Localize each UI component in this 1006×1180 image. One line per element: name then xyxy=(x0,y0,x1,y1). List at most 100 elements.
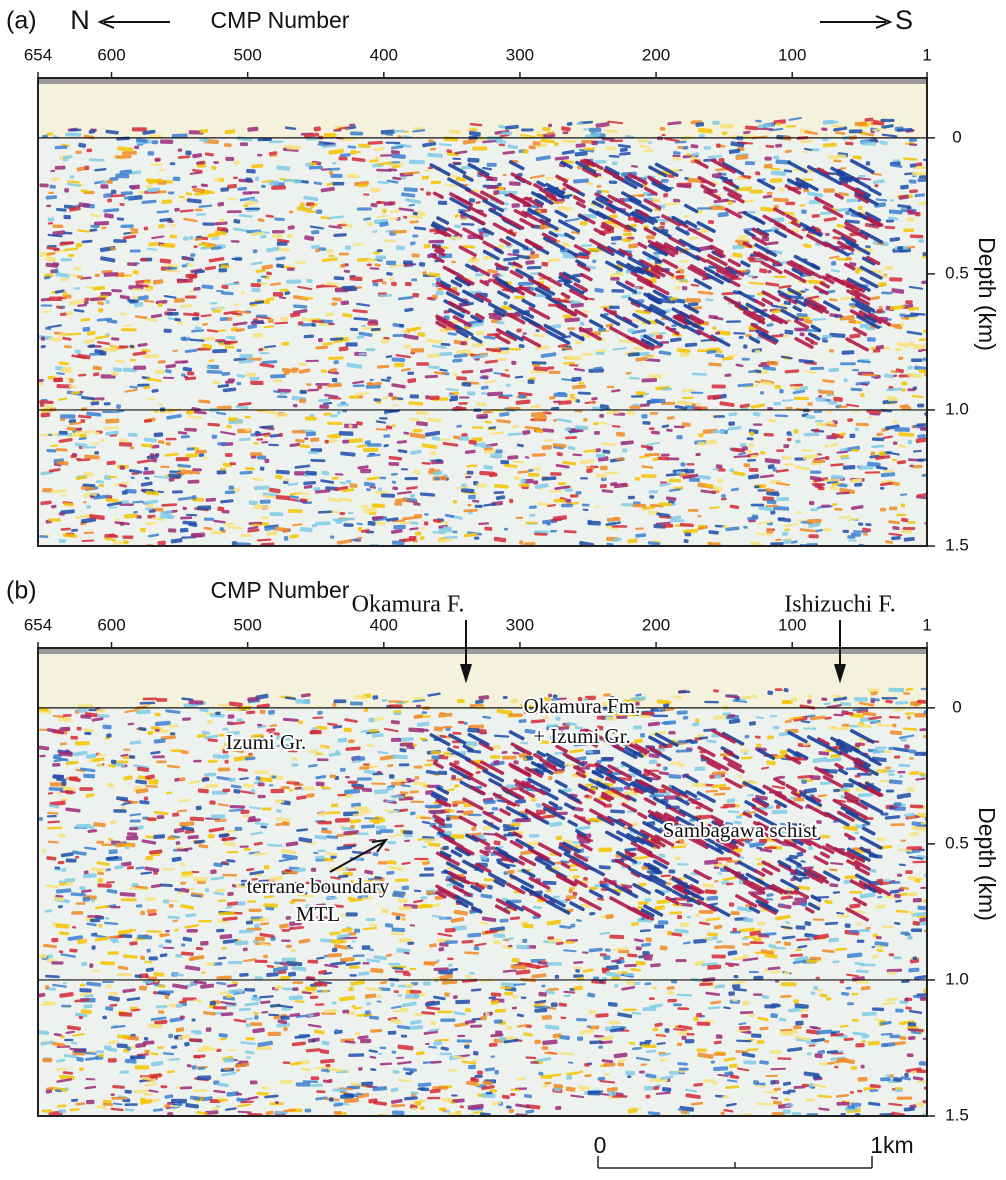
seismic-trace xyxy=(130,249,141,252)
seismic-trace xyxy=(682,422,691,427)
seismic-trace xyxy=(286,279,301,284)
seismic-trace xyxy=(82,327,90,332)
seismic-trace xyxy=(200,941,209,946)
seismic-trace xyxy=(424,521,428,525)
seismic-trace xyxy=(315,1003,325,1006)
seismic-trace xyxy=(247,900,256,902)
seismic-trace xyxy=(543,439,553,441)
seismic-trace xyxy=(257,154,262,157)
seismic-trace xyxy=(361,325,366,327)
seismic-trace xyxy=(49,185,56,189)
seismic-trace xyxy=(341,300,349,305)
seismic-trace xyxy=(452,359,462,363)
seismic-trace xyxy=(90,225,99,228)
seismic-trace xyxy=(547,988,559,991)
seismic-trace xyxy=(649,495,654,498)
seismic-trace xyxy=(171,224,175,227)
seismic-trace xyxy=(407,372,414,375)
seismic-trace xyxy=(661,454,670,457)
seismic-trace xyxy=(306,431,317,436)
seismic-trace xyxy=(865,471,881,474)
seismic-trace xyxy=(777,1057,791,1060)
seismic-trace xyxy=(854,483,862,487)
seismic-trace xyxy=(389,277,395,280)
seismic-trace xyxy=(635,477,641,481)
seismic-trace xyxy=(676,1070,686,1073)
seismic-trace xyxy=(405,282,412,286)
seismic-trace xyxy=(855,121,868,126)
seismic-trace xyxy=(490,755,500,758)
seismic-trace xyxy=(210,531,222,535)
seismic-trace xyxy=(686,298,701,303)
seismic-trace xyxy=(825,456,829,460)
seismic-trace xyxy=(876,433,883,436)
seismic-trace xyxy=(881,291,892,294)
seismic-trace xyxy=(309,166,323,170)
seismic-trace xyxy=(817,486,824,490)
seismic-trace xyxy=(833,160,841,163)
seismic-trace xyxy=(365,440,371,445)
seismic-trace xyxy=(119,345,129,348)
seismic-trace xyxy=(697,207,712,209)
seismic-trace xyxy=(717,479,723,483)
seismic-trace xyxy=(909,771,919,775)
seismic-trace xyxy=(38,379,44,382)
seismic-trace xyxy=(317,385,322,389)
seismic-trace xyxy=(358,353,366,356)
seismic-trace xyxy=(110,1093,115,1096)
seismic-trace xyxy=(380,154,392,157)
seismic-trace xyxy=(167,312,179,316)
seismic-trace xyxy=(787,438,792,441)
seismic-trace xyxy=(212,1106,218,1110)
seismic-trace xyxy=(576,1018,587,1021)
seismic-trace xyxy=(750,941,764,944)
seismic-trace xyxy=(160,515,175,519)
seismic-trace xyxy=(174,298,185,303)
seismic-trace xyxy=(299,399,306,404)
seismic-trace xyxy=(605,948,611,951)
seismic-trace xyxy=(810,508,818,511)
seismic-trace xyxy=(913,344,926,349)
seismic-trace xyxy=(319,404,329,408)
seismic-trace xyxy=(575,340,582,344)
seismic-trace xyxy=(633,725,642,729)
seismic-trace xyxy=(409,215,423,218)
seismic-trace xyxy=(696,403,701,406)
seismic-trace xyxy=(86,149,92,153)
seismic-trace xyxy=(331,510,339,513)
seismic-trace xyxy=(228,417,238,421)
seismic-trace xyxy=(48,518,61,522)
seismic-trace xyxy=(439,438,451,440)
seismic-trace xyxy=(534,533,547,536)
seismic-trace xyxy=(684,539,689,543)
seismic-trace xyxy=(444,136,459,141)
seismic-trace xyxy=(304,334,315,338)
seismic-trace xyxy=(532,361,547,365)
x-tick-label: 600 xyxy=(97,45,125,64)
seismic-trace xyxy=(60,414,75,418)
seismic-trace xyxy=(370,187,380,192)
x-tick-label: 1 xyxy=(922,45,931,64)
seismic-trace xyxy=(233,177,238,179)
seismic-trace xyxy=(712,121,719,125)
seismic-trace xyxy=(410,494,415,498)
seismic-trace xyxy=(61,258,72,261)
seismic-trace xyxy=(430,451,436,456)
seismic-trace xyxy=(576,122,583,125)
seismic-trace xyxy=(512,249,519,254)
seismic-trace xyxy=(328,323,335,325)
seismic-trace xyxy=(911,358,922,362)
seismic-trace xyxy=(909,179,917,184)
seismic-trace xyxy=(317,758,329,761)
seismic-trace xyxy=(387,841,396,845)
seismic-trace xyxy=(529,514,536,517)
seismic-trace xyxy=(913,465,922,469)
seismic-trace xyxy=(144,280,151,283)
seismic-trace xyxy=(47,133,54,136)
seismic-trace xyxy=(831,261,836,266)
seismic-trace xyxy=(893,956,902,959)
seismic-trace xyxy=(840,362,856,365)
seismic-trace xyxy=(641,378,657,383)
seismic-trace xyxy=(767,407,773,410)
seismic-trace xyxy=(580,321,585,326)
